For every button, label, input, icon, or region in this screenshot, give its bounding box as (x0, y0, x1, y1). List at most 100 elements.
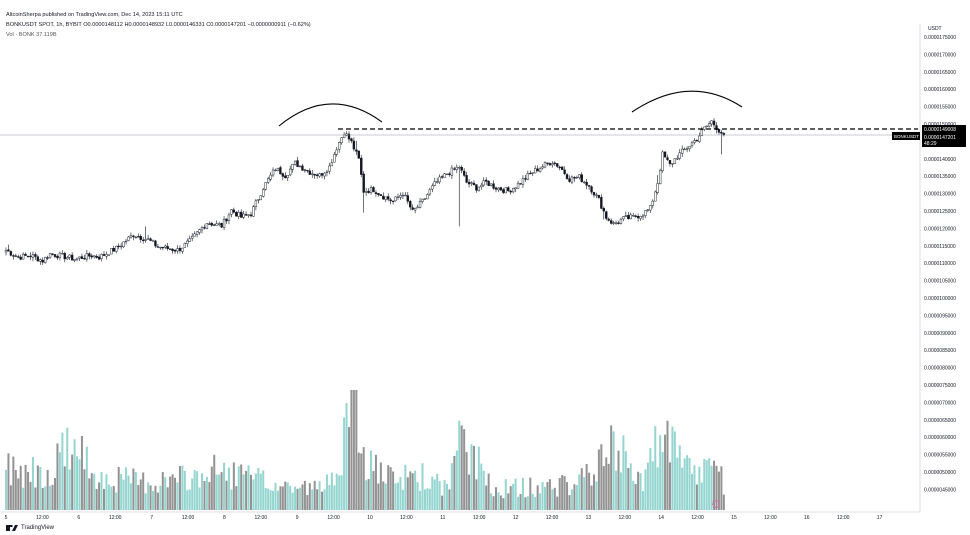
currency-label: USDT (928, 26, 942, 32)
volume-bar (566, 482, 569, 510)
volume-bar (632, 480, 635, 510)
candle-body (266, 178, 270, 183)
volume-bar (676, 457, 679, 510)
candle-body (443, 173, 446, 178)
candle-body (235, 211, 238, 217)
candle-body (698, 135, 701, 142)
volume-bar (296, 488, 299, 510)
volume-bar (536, 485, 539, 510)
volume-bar (654, 426, 657, 510)
arc-second-top[interactable] (631, 90, 743, 113)
price-tick-label: 0.0000105000 (924, 279, 956, 285)
candle-body (66, 257, 69, 260)
volume-bar (95, 488, 98, 510)
volume-bar (534, 496, 537, 510)
volume-bar (409, 471, 412, 510)
price-tick-label: 0.0000165000 (924, 70, 956, 76)
volume-bar (274, 482, 277, 510)
resistance-level-tag (922, 125, 966, 133)
candle-body (440, 176, 444, 178)
volume-bar (29, 481, 32, 510)
candle-body (257, 199, 260, 201)
volume-bar (639, 473, 642, 510)
volume-bar (122, 479, 125, 510)
volume-bar (142, 472, 145, 510)
volume-bar (568, 495, 571, 510)
volume-bar (504, 479, 507, 510)
volume-bar (703, 458, 706, 510)
volume-bar (548, 479, 551, 510)
price-tick-label: 0.0000045000 (924, 487, 956, 493)
candle-body (90, 255, 93, 258)
volume-bar (352, 390, 355, 510)
candle-body (480, 184, 483, 188)
volume-bar (176, 482, 179, 510)
candle-body (242, 213, 245, 218)
volume-bar (607, 463, 610, 510)
candle-body (600, 197, 603, 209)
candle-body (526, 173, 530, 180)
volume-bar (88, 478, 91, 510)
candle-body (139, 236, 142, 240)
candle-body (328, 165, 331, 172)
candle-body (507, 187, 510, 192)
price-tick-label: 0.0000055000 (924, 453, 956, 459)
candle-body (605, 211, 608, 219)
candle-body (355, 149, 358, 152)
price-tick-label: 0.0000080000 (924, 366, 956, 372)
candle-body (521, 178, 525, 185)
price-tick-label: 0.0000070000 (924, 400, 956, 406)
candle-body (651, 200, 654, 206)
volume-bar (68, 469, 71, 510)
candle-body (61, 253, 64, 255)
candle-body (426, 194, 429, 200)
volume-bar (570, 489, 573, 510)
candle-body (320, 173, 324, 176)
volume-bar (521, 477, 524, 510)
candle-body (117, 245, 120, 248)
price-tick-label: 0.0000120000 (924, 226, 956, 232)
volume-bar (183, 470, 186, 510)
volume-bar (597, 449, 600, 510)
time-axis: 5 12:00 6 12:00 7 12:00 8 12:00 9 12:00 10 12:00 11 1… (5, 515, 883, 521)
candle-body (450, 167, 454, 176)
volume-bar (695, 484, 698, 510)
candle-body (489, 183, 493, 186)
candle-body (345, 133, 348, 136)
volume-bar (499, 495, 502, 510)
candle-body (538, 168, 542, 172)
snapshot-icon[interactable] (711, 499, 721, 509)
candle-body (193, 233, 196, 237)
candle-body (690, 142, 694, 147)
volume-bar (147, 482, 150, 510)
volume-bar (502, 498, 505, 510)
volume-bar (482, 470, 485, 510)
volume-bar (301, 484, 304, 510)
price-tick-label: 0.0000060000 (924, 435, 956, 441)
candle-body (122, 241, 125, 247)
candle-body (511, 187, 515, 193)
volume-bar (397, 482, 399, 510)
candle-body (693, 140, 696, 143)
candle-body (58, 252, 62, 258)
candle-body (330, 162, 334, 167)
volume-bar (188, 489, 191, 510)
time-tick-label: 12:00 (182, 515, 195, 521)
candle-body (558, 166, 561, 169)
candle-body (546, 162, 549, 164)
volume-bar (580, 468, 583, 510)
candle-body (68, 254, 71, 258)
volume-bar (311, 489, 314, 510)
flower-icon[interactable] (711, 499, 721, 509)
arc-first-top[interactable] (278, 103, 383, 127)
volume-bar (372, 471, 375, 510)
volume-bar (485, 485, 488, 510)
volume-bar (419, 490, 422, 510)
volume-bar (115, 492, 118, 510)
candle-body (467, 181, 471, 185)
symbol-tag-text: BONKUSDT (894, 134, 919, 139)
volume-bar (112, 486, 115, 510)
candle-body (289, 168, 292, 176)
time-tick-label: 5 (5, 515, 8, 521)
